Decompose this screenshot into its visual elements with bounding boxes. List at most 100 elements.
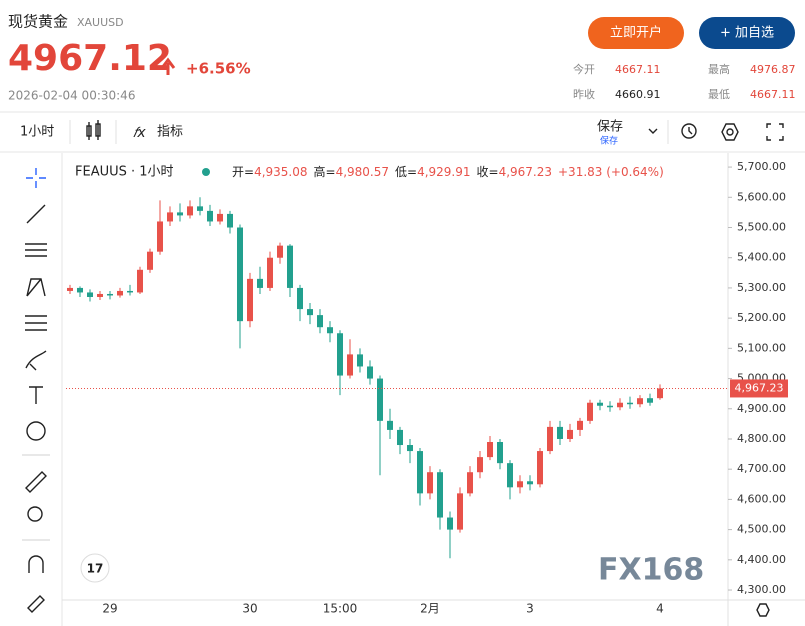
ruler-tool[interactable] — [25, 471, 47, 493]
candle-body — [377, 378, 383, 421]
datetime: 2026-02-04 00:30:46 — [8, 89, 135, 103]
stat-label: 昨收 — [573, 87, 595, 101]
pattern-tool[interactable] — [26, 278, 46, 297]
candle-body — [97, 293, 103, 297]
legend-value: 4,967.23 — [499, 165, 552, 179]
text-tool[interactable] — [29, 386, 43, 404]
stat-value: 4976.87 — [750, 63, 796, 76]
up-arrow — [160, 57, 176, 75]
candle-body — [167, 212, 173, 222]
candle-body — [147, 251, 153, 270]
candle-body — [177, 212, 183, 216]
y-tick-label: 4,600.00 — [737, 492, 786, 505]
legend-label: 开= — [232, 165, 254, 179]
y-tick-label: 5,400.00 — [737, 251, 786, 264]
candle-body — [117, 290, 123, 296]
candle-body — [407, 445, 413, 452]
legend-label: 高= — [314, 164, 336, 179]
crosshair-tool[interactable] — [26, 168, 46, 188]
candle-body — [427, 472, 433, 494]
y-tick-label: 5,600.00 — [737, 190, 786, 203]
candle-body — [627, 402, 633, 405]
indicators[interactable]: 指标 — [157, 125, 183, 140]
button-label: + 加自选 — [720, 26, 774, 41]
change: +6.56% — [186, 60, 251, 78]
candle-body — [467, 472, 473, 494]
candle-body — [617, 402, 623, 408]
x-tick-label: 3 — [526, 602, 534, 616]
save-sub: 保存 — [600, 135, 618, 147]
candle-body — [187, 206, 193, 216]
zoom-tool[interactable] — [27, 506, 43, 522]
legend-value: 4,935.08 — [254, 165, 307, 179]
candle-body — [127, 290, 133, 293]
candle-body — [217, 213, 223, 222]
candle-body — [357, 354, 363, 367]
lock-tool[interactable] — [27, 595, 45, 613]
x-tick-label: 4 — [656, 602, 664, 616]
watchlist-button[interactable] — [699, 17, 795, 49]
candle-body — [517, 481, 523, 488]
candle-body — [77, 287, 83, 293]
fib-tool[interactable] — [25, 315, 47, 331]
candle-body — [317, 315, 323, 328]
candle-body — [207, 210, 213, 222]
magnet-tool[interactable] — [28, 555, 44, 573]
candle-body — [287, 245, 293, 288]
open-account-button[interactable] — [588, 17, 684, 49]
legend-change: +31.83 (+0.64%) — [558, 165, 664, 179]
tv-logo-text: 17 — [87, 562, 104, 576]
candle-body — [637, 398, 643, 405]
candle-icon[interactable] — [86, 120, 101, 140]
interval[interactable]: 1小时 — [20, 125, 54, 140]
candle-body — [307, 309, 313, 316]
candle-body — [567, 429, 573, 439]
candle-body — [277, 245, 283, 258]
line-tool[interactable] — [26, 204, 46, 224]
y-tick-label: 4,300.00 — [737, 583, 786, 596]
alert-icon[interactable] — [681, 123, 697, 139]
axis-settings[interactable] — [756, 603, 770, 617]
y-tick-label: 5,100.00 — [737, 341, 786, 354]
stat-value: 4667.11 — [750, 88, 796, 101]
channel-tool[interactable] — [25, 243, 47, 257]
legend-symbol: FEAUUS · 1小时 — [75, 165, 174, 180]
candle-body — [107, 293, 113, 296]
candle-body — [557, 426, 563, 439]
chevron[interactable] — [648, 128, 658, 134]
fx-icon[interactable]: 𝑓x — [133, 125, 146, 141]
y-tick-label: 5,500.00 — [737, 221, 786, 234]
candle-body — [477, 457, 483, 473]
candle-body — [507, 463, 513, 488]
candle-body — [297, 287, 303, 310]
candle-body — [527, 481, 533, 485]
title: 现货黄金 — [8, 13, 68, 31]
candle-body — [267, 257, 273, 288]
stat-label: 最低 — [708, 88, 730, 101]
settings-icon[interactable] — [721, 123, 739, 141]
candle-body — [437, 472, 443, 518]
emoji-tool[interactable] — [26, 421, 46, 441]
candle-body — [247, 278, 253, 322]
brush-tool[interactable] — [25, 350, 47, 371]
save[interactable]: 保存 — [597, 120, 623, 135]
y-tick-label: 4,900.00 — [737, 402, 786, 415]
watermark: FX168 — [598, 553, 704, 588]
candle-body — [457, 493, 463, 530]
candle-body — [417, 451, 423, 494]
y-tick-label: 4,400.00 — [737, 553, 786, 566]
candle-body — [67, 287, 73, 291]
candle-body — [657, 388, 663, 399]
tv-logo[interactable] — [80, 553, 110, 583]
candle-body — [597, 402, 603, 406]
fullscreen-icon[interactable] — [766, 123, 784, 141]
candle-body — [387, 420, 393, 430]
candle-body — [347, 354, 353, 376]
candle-body — [397, 429, 403, 446]
y-tick-label: 5,200.00 — [737, 311, 786, 324]
candle-body — [237, 227, 243, 322]
drawing-tools — [22, 168, 50, 613]
candle-body — [547, 426, 553, 452]
price-label: 4,967.23 — [735, 381, 784, 394]
